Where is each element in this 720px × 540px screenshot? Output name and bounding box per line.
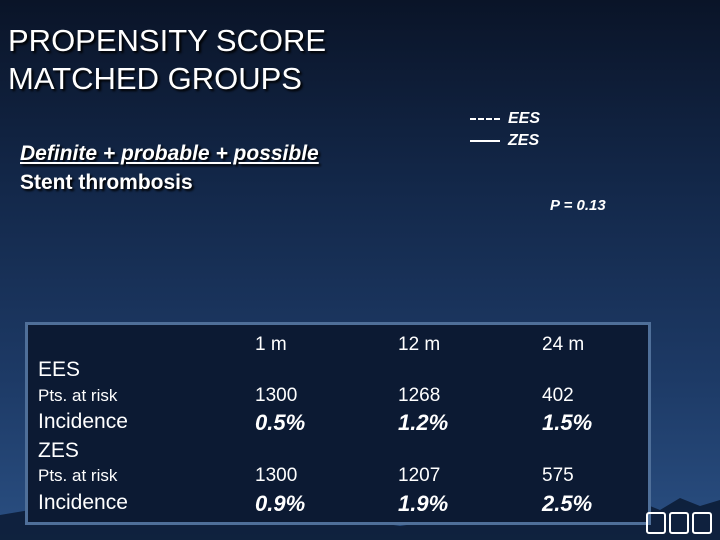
zes-pts-at-risk-1m: 1300 [255,465,298,486]
zes-incidence-24m: 2.5% [542,491,593,516]
dashed-line-icon [470,118,500,120]
zes-pts-at-risk-24m: 575 [542,465,574,486]
ees-pts-at-risk-24m: 402 [542,385,574,406]
legend-item-zes: ZES [470,130,540,152]
legend-item-ees: EES [470,108,540,130]
incidence-label-ees: Incidence [38,410,128,433]
group-label-zes: ZES [38,439,79,462]
ees-incidence-1m: 0.5% [255,410,306,435]
chart-legend: EES ZES [470,108,540,152]
pts-at-risk-label-zes: Pts. at risk [38,466,118,485]
column-header-12m: 12 m [398,334,441,355]
zes-pts-at-risk-12m: 1207 [398,465,441,486]
solid-line-icon [470,140,500,142]
watermark-box-icon [692,512,712,534]
watermark-box-icon [646,512,666,534]
ees-pts-at-risk-12m: 1268 [398,385,441,406]
legend-label-zes: ZES [508,132,540,149]
group-label-ees: EES [38,358,81,381]
column-header-24m: 24 m [542,334,585,355]
watermark-box-icon [669,512,689,534]
zes-incidence-1m: 0.9% [255,491,306,516]
column-header-1m: 1 m [255,334,287,355]
slide-title-line2: MATCHED GROUPS [8,61,302,96]
p-value: P = 0.13 [550,197,606,214]
ees-pts-at-risk-1m: 1300 [255,385,298,406]
incidence-label-zes: Incidence [38,491,128,514]
subtitle-line1: Definite + probable + possible [20,142,319,165]
watermark-logo [646,512,712,534]
legend-label-ees: EES [508,110,541,127]
slide-title: PROPENSITY SCORE MATCHED GROUPS [8,22,326,98]
subtitle-line2: Stent thrombosis [20,171,193,194]
zes-incidence-12m: 1.9% [398,491,449,516]
slide-subtitle: Definite + probable + possible Stent thr… [20,139,319,197]
ees-incidence-24m: 1.5% [542,410,593,435]
slide-title-line1: PROPENSITY SCORE [8,23,327,58]
ees-incidence-12m: 1.2% [398,410,449,435]
city-skyline-background [0,498,720,540]
risk-table: 1 m 12 m 24 m EES Pts. at risk 1300 1268… [25,322,651,525]
pts-at-risk-label-ees: Pts. at risk [38,386,118,405]
